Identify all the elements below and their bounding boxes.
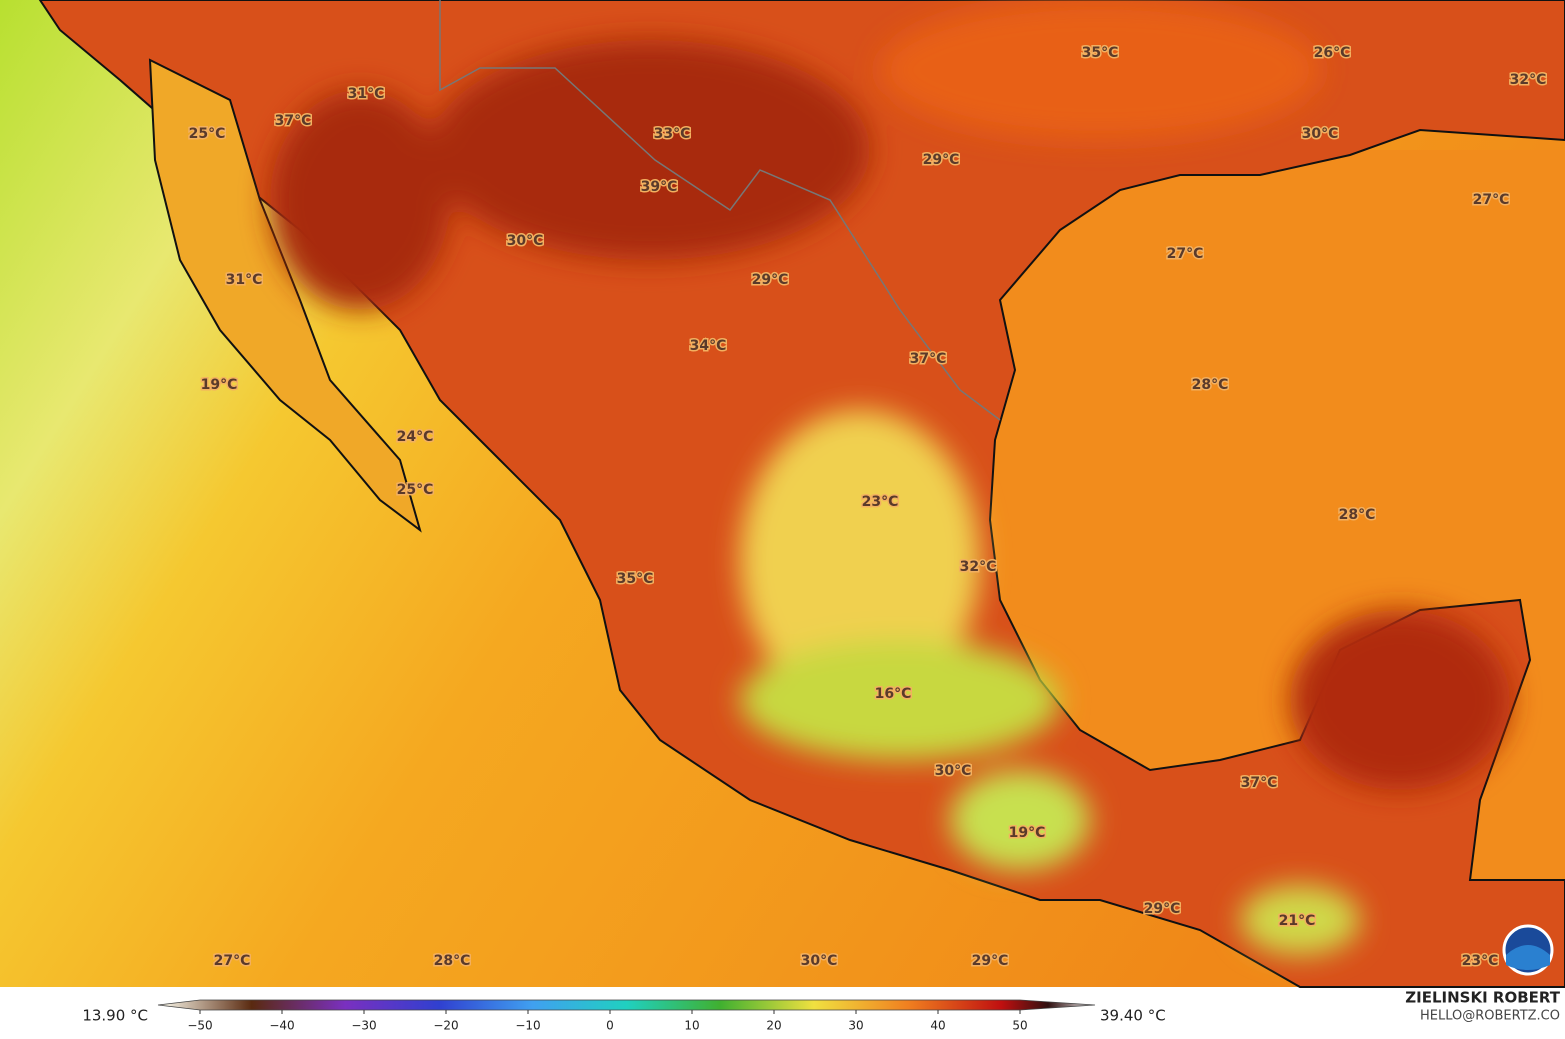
tick-label: 30 [848, 1019, 863, 1033]
email: HELLO@ROBERTZ.CO [1420, 1009, 1560, 1024]
temp-label: 28°C [1339, 507, 1376, 523]
hot-zone [1290, 610, 1510, 790]
temp-label: 16°C [875, 686, 912, 702]
temp-label: 34°C [690, 338, 727, 354]
plateau-zone [740, 410, 980, 710]
temp-label: 37°C [910, 351, 947, 367]
author: ZIELINSKI ROBERT [1405, 989, 1560, 1007]
tick-label: 0 [606, 1019, 614, 1033]
cool-zone [950, 770, 1090, 870]
tick-label: 10 [684, 1019, 699, 1033]
temp-label: 24°C [397, 429, 434, 445]
colorbar [157, 999, 1096, 1011]
temp-label: 26°C [1314, 45, 1351, 61]
baja-california [148, 58, 422, 533]
temp-label: 30°C [507, 233, 544, 249]
temp-label: 28°C [1192, 377, 1229, 393]
temp-label: 32°C [1510, 72, 1547, 88]
tick-label: −50 [187, 1019, 212, 1033]
map-area: 35°C 26°C 32°C 31°C 37°C 25°C 33°C 30°C 29°C 39°C… [0, 0, 1565, 988]
tick-label: −10 [515, 1019, 540, 1033]
temp-label: 31°C [348, 86, 385, 102]
temp-label: 29°C [972, 953, 1009, 969]
temp-label: 39°C [641, 179, 678, 195]
tick-label: −20 [433, 1019, 458, 1033]
temp-label: 21°C [1279, 913, 1316, 929]
temp-label: 35°C [1082, 45, 1119, 61]
temp-label: 30°C [1302, 126, 1339, 142]
temp-label: 32°C [960, 559, 997, 575]
tick-label: −40 [269, 1019, 294, 1033]
temperature-labels: 35°C 26°C 32°C 31°C 37°C 25°C 33°C 30°C 29°C 39°C… [187, 44, 1548, 971]
temp-label: 23°C [1462, 953, 1499, 969]
legend-min: 13.90 °C [82, 1007, 148, 1025]
temp-label: 29°C [1144, 901, 1181, 917]
tick-label: 20 [766, 1019, 781, 1033]
tick-label: 50 [1012, 1019, 1027, 1033]
legend-bar: 13.90 °C 39.40 °C −50 −40 −30 −20 −10 0 10 20 30… [82, 989, 1560, 1033]
cool-zone [740, 640, 1060, 760]
hot-zone [430, 40, 870, 260]
tick-label: −30 [351, 1019, 376, 1033]
temp-label: 37°C [1241, 775, 1278, 791]
temp-label: 23°C [862, 494, 899, 510]
border-line [439, 0, 1001, 421]
temp-label: 30°C [801, 953, 838, 969]
temp-label: 25°C [397, 482, 434, 498]
temp-label: 19°C [1009, 825, 1046, 841]
noaa-logo [1502, 924, 1554, 976]
temp-label: 31°C [226, 272, 263, 288]
warm-zone [880, 0, 1320, 140]
temp-label: 29°C [923, 152, 960, 168]
temp-label: 27°C [214, 953, 251, 969]
temp-label: 33°C [654, 126, 691, 142]
temp-label: 19°C [201, 377, 238, 393]
cool-zone [1240, 885, 1360, 955]
tick-label: 40 [930, 1019, 945, 1033]
hot-zone [270, 90, 450, 310]
legend-max: 39.40 °C [1100, 1007, 1166, 1025]
logo-wave [1506, 945, 1550, 970]
temp-label: 29°C [752, 272, 789, 288]
temp-label: 25°C [189, 126, 226, 142]
temp-label: 28°C [434, 953, 471, 969]
temp-label: 27°C [1167, 246, 1204, 262]
temp-label: 37°C [275, 113, 312, 129]
colorbar-ticks: −50 −40 −30 −20 −10 0 10 20 30 40 50 [187, 1010, 1028, 1033]
temperature-field [270, 0, 1510, 955]
temp-label: 27°C [1473, 192, 1510, 208]
temp-label: 35°C [617, 571, 654, 587]
temp-label: 30°C [935, 763, 972, 779]
